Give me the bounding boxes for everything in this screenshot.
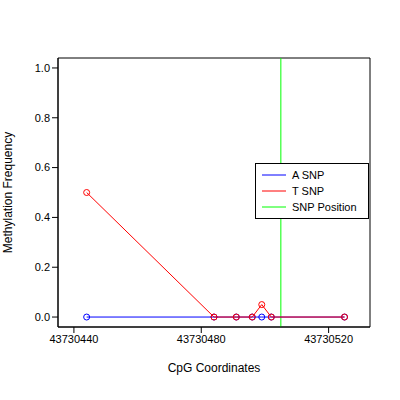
html-text:A SNP: A SNP	[292, 169, 325, 181]
html-text:SNP Position: SNP Position	[292, 201, 357, 213]
svg-text:0.0: 0.0	[35, 311, 50, 323]
svg-text:43730480: 43730480	[177, 333, 226, 345]
svg-text:0.6: 0.6	[35, 161, 50, 173]
svg-text:0.4: 0.4	[35, 211, 50, 223]
svg-text:43730520: 43730520	[304, 333, 353, 345]
svg-text:43730440: 43730440	[49, 333, 98, 345]
svg-text:CpG Coordinates: CpG Coordinates	[168, 361, 261, 375]
svg-text:Methylation Frequency: Methylation Frequency	[8, 132, 15, 253]
html-text:T SNP: T SNP	[292, 185, 325, 197]
svg-text:0.2: 0.2	[35, 261, 50, 273]
svg-text:0.8: 0.8	[35, 112, 50, 124]
svg-text:1.0: 1.0	[35, 62, 50, 74]
